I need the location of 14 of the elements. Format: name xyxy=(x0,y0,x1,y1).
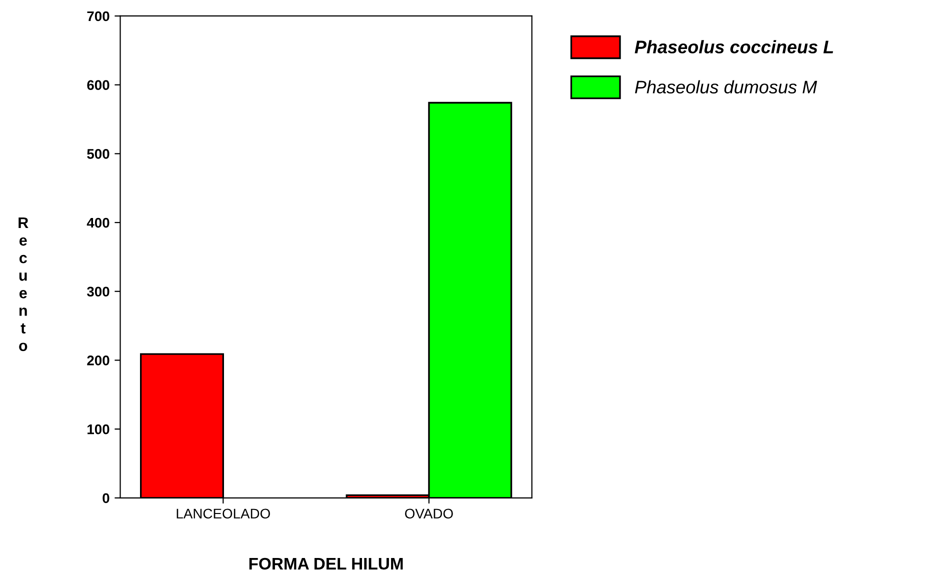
x-axis-title: FORMA DEL HILUM xyxy=(249,558,403,570)
y-tick-label: 700 xyxy=(87,11,110,22)
y-tick-label: 200 xyxy=(87,356,110,366)
y-tick-label: 300 xyxy=(86,286,110,297)
y-tick-label: 100 xyxy=(88,424,110,434)
x-tick-label: LANCEOLADO xyxy=(176,508,270,519)
y-tick-label: 600 xyxy=(87,80,110,90)
y-tick-label: 500 xyxy=(87,149,110,159)
y-tick-label: 0 xyxy=(102,493,110,504)
y-tick-label: 400 xyxy=(86,218,110,228)
x-tick-label: OVADO xyxy=(405,508,453,519)
legend-label: Phaseolus dumosus M xyxy=(635,80,818,94)
legend-label: Phaseolus coccineus L xyxy=(634,40,834,54)
y-axis-title: Recuento xyxy=(18,217,28,352)
